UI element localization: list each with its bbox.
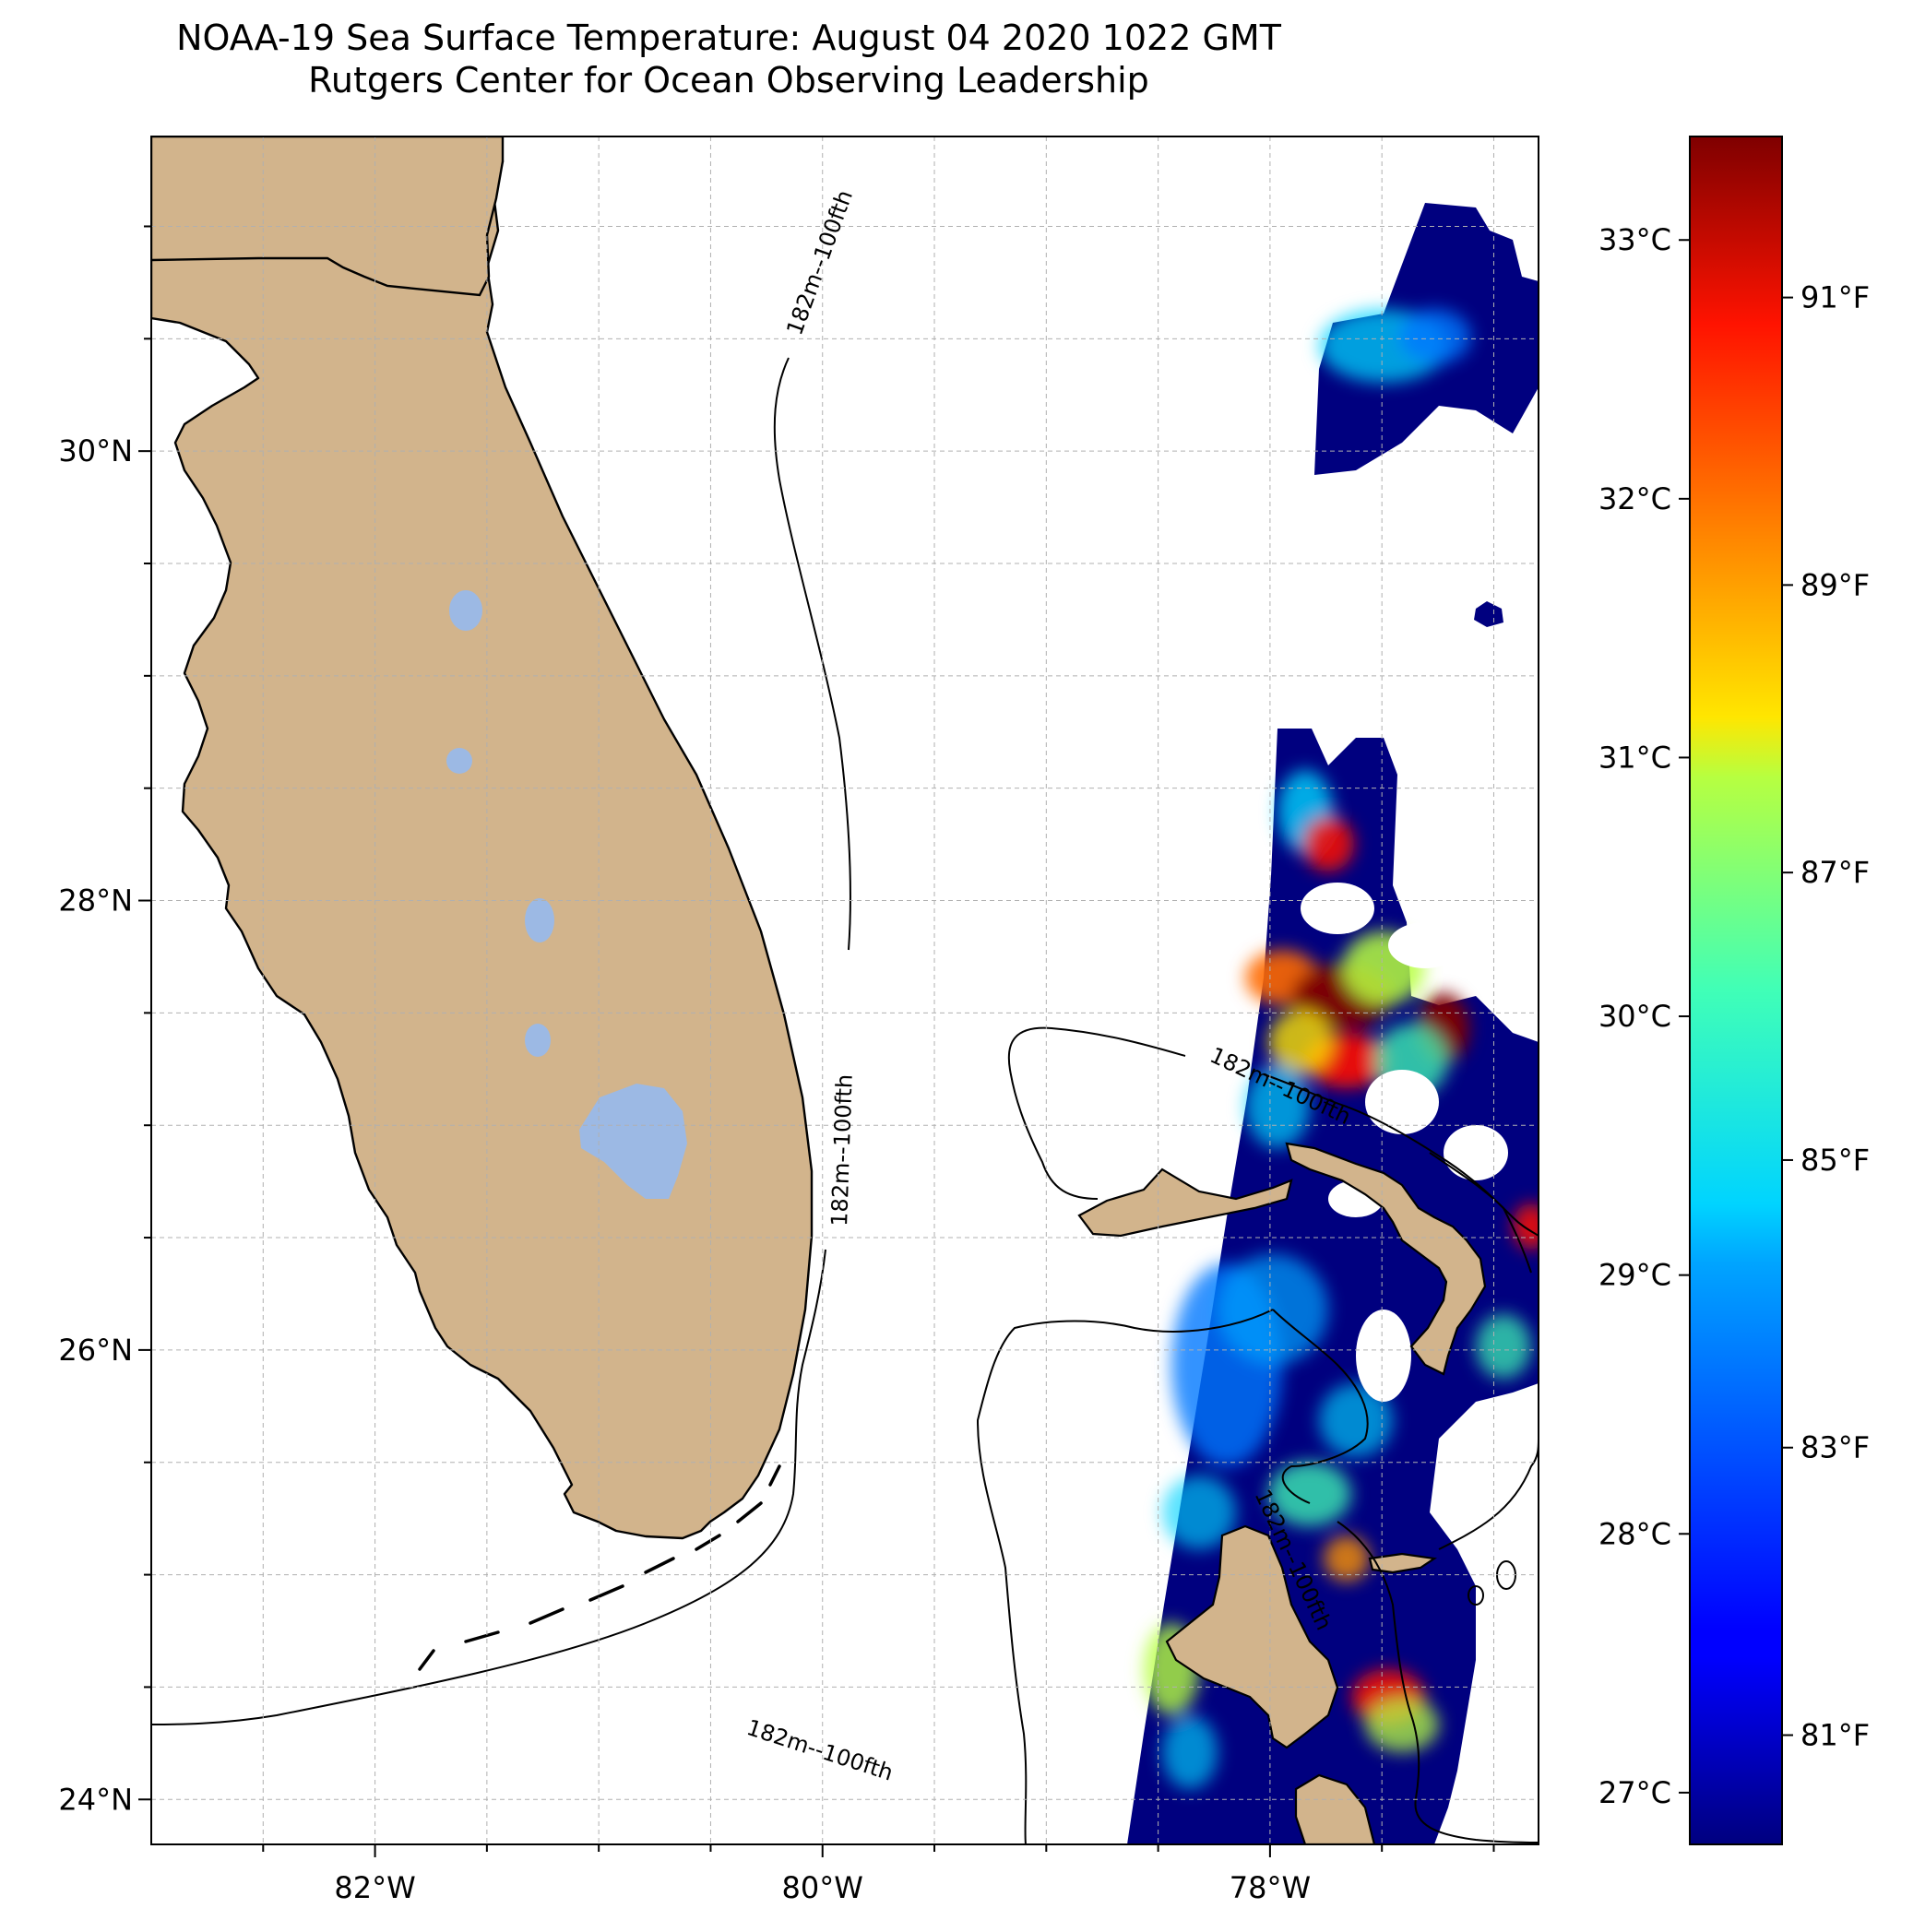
eleuthera-land — [1368, 1552, 1438, 1574]
grand-bahama-land — [1077, 1167, 1293, 1238]
celsius-tick-label: 29°C — [1598, 1258, 1671, 1293]
lake-apopka — [446, 748, 472, 774]
sst-swath-patch — [1474, 601, 1503, 627]
lake-kissimmee — [525, 898, 554, 942]
celsius-tick-label: 33°C — [1598, 222, 1671, 257]
title-block: NOAA-19 Sea Surface Temperature: August … — [0, 17, 1457, 101]
andros-land — [1165, 1524, 1339, 1749]
florida-keys — [418, 1464, 781, 1671]
panhandle-land — [151, 136, 505, 297]
lat-tick-label: 28°N — [58, 883, 133, 919]
sst-cloud-gaps — [1301, 883, 1531, 1476]
celsius-tick-label: 30°C — [1598, 999, 1671, 1034]
fahrenheit-tick-label: 85°F — [1800, 1143, 1870, 1178]
lake-george — [449, 590, 482, 631]
colorbar-axes: 27°C 28°C 29°C 30°C 31°C 32°C 33°C 81°F 83°F 85°F… — [1598, 222, 1870, 1810]
lon-tick-label: 78°W — [1230, 1870, 1311, 1905]
title-line-2: Rutgers Center for Ocean Observing Leade… — [308, 60, 1149, 101]
lon-tick-label: 82°W — [334, 1870, 415, 1905]
map-grid — [151, 136, 1539, 1844]
fahrenheit-tick-label: 83°F — [1800, 1430, 1870, 1465]
map-axes: 82°W 80°W 78°W 24°N 26°N 28°N 30°N — [58, 225, 1495, 1905]
celsius-tick-label: 32°C — [1598, 481, 1671, 516]
colorbar: 27°C 28°C 29°C 30°C 31°C 32°C 33°C 81°F 83°F 85°F… — [1598, 136, 1870, 1845]
lon-tick-label: 80°W — [782, 1870, 863, 1905]
colorbar-frame — [1689, 136, 1783, 1845]
celsius-tick-label: 27°C — [1598, 1775, 1671, 1810]
andros-south-land — [1294, 1773, 1376, 1844]
lake-istokpoga — [525, 1024, 551, 1057]
fahrenheit-tick-label: 87°F — [1800, 855, 1870, 890]
celsius-tick-label: 28°C — [1598, 1516, 1671, 1551]
map-frame — [150, 136, 1539, 1845]
abaco-land — [1285, 1142, 1487, 1376]
fahrenheit-tick-label: 81°F — [1800, 1718, 1870, 1753]
fahrenheit-tick-label: 91°F — [1800, 280, 1870, 315]
fahrenheit-tick-label: 89°F — [1800, 567, 1870, 602]
sst-anomalies — [1144, 309, 1539, 1789]
lake-okeechobee — [579, 1084, 687, 1199]
celsius-tick-label: 31°C — [1598, 740, 1671, 775]
bathymetry-contours — [151, 357, 1539, 1844]
map: 182m--100fth 182m--100fth 182m--100fth 1… — [58, 136, 1539, 1905]
lat-tick-label: 30°N — [58, 433, 133, 468]
lat-tick-label: 24°N — [58, 1782, 133, 1817]
colorbar-gradient — [1690, 136, 1782, 1844]
title-line-1: NOAA-19 Sea Surface Temperature: August … — [176, 18, 1281, 58]
lat-tick-label: 26°N — [58, 1333, 133, 1368]
contour-label-2: 182m--100fth — [826, 1073, 858, 1227]
